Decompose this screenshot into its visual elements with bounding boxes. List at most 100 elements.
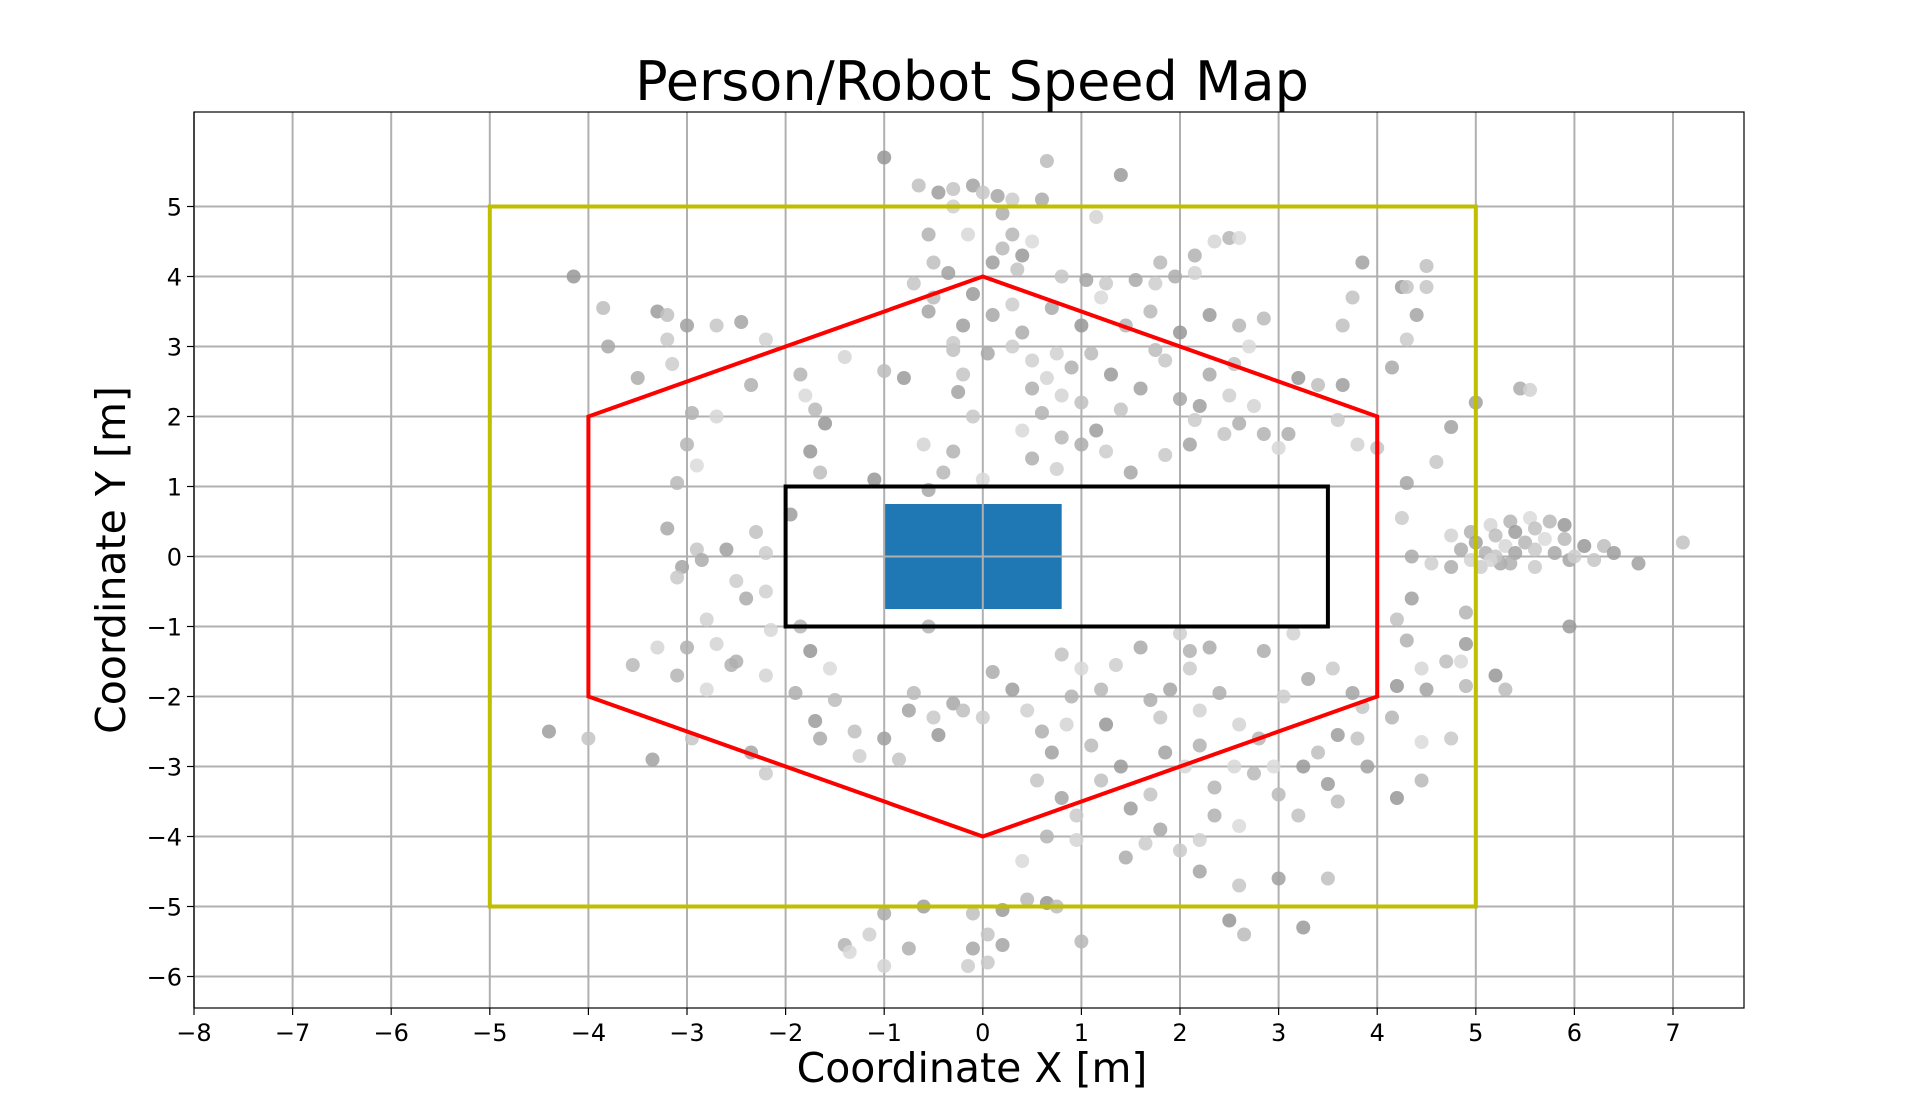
x-tick-label: −6 bbox=[374, 1019, 409, 1047]
data-point bbox=[1025, 234, 1040, 249]
data-point bbox=[931, 185, 946, 200]
data-point bbox=[1527, 542, 1542, 557]
data-point bbox=[1414, 735, 1429, 749]
data-point bbox=[1163, 682, 1178, 697]
data-point bbox=[601, 339, 616, 354]
data-point bbox=[1498, 682, 1513, 697]
data-point bbox=[906, 686, 921, 700]
data-point bbox=[1508, 546, 1523, 560]
data-point bbox=[1148, 343, 1163, 357]
data-point bbox=[1113, 168, 1128, 182]
data-point bbox=[926, 710, 941, 725]
data-point bbox=[867, 472, 882, 487]
x-tick-label: 6 bbox=[1567, 1019, 1582, 1047]
data-point bbox=[758, 546, 773, 560]
data-point bbox=[1182, 661, 1197, 676]
data-point bbox=[985, 308, 1000, 322]
data-point bbox=[1631, 556, 1646, 571]
data-point bbox=[1296, 759, 1311, 774]
data-points bbox=[541, 150, 1690, 973]
data-point bbox=[1458, 679, 1473, 693]
x-tick-label: 1 bbox=[1074, 1019, 1089, 1047]
data-point bbox=[1020, 892, 1035, 907]
y-tick-label: 1 bbox=[167, 474, 182, 502]
data-point bbox=[936, 465, 951, 480]
data-point bbox=[699, 612, 714, 627]
data-point bbox=[1099, 444, 1114, 459]
data-point bbox=[1271, 787, 1286, 802]
data-point bbox=[1458, 637, 1473, 651]
y-tick-label: −4 bbox=[147, 824, 182, 852]
data-point bbox=[1256, 311, 1271, 326]
data-point bbox=[1527, 521, 1542, 536]
data-point bbox=[660, 332, 675, 347]
data-point bbox=[1301, 672, 1316, 686]
data-point bbox=[758, 766, 773, 781]
data-point bbox=[1005, 297, 1020, 312]
y-axis-label: Coordinate Y [m] bbox=[87, 386, 135, 734]
data-point bbox=[1232, 717, 1247, 732]
data-point bbox=[813, 465, 828, 480]
data-point bbox=[1074, 661, 1089, 676]
data-point bbox=[877, 906, 892, 921]
data-point bbox=[1039, 154, 1054, 168]
plot-frame bbox=[193, 111, 1745, 1009]
data-point bbox=[1153, 822, 1168, 837]
data-point bbox=[1069, 808, 1084, 823]
data-point bbox=[729, 654, 744, 669]
data-point bbox=[596, 301, 611, 315]
data-point bbox=[1409, 308, 1424, 322]
data-point bbox=[946, 336, 961, 350]
data-point bbox=[1054, 647, 1069, 662]
data-point bbox=[1015, 423, 1030, 438]
data-point bbox=[1488, 668, 1503, 683]
data-point bbox=[1384, 360, 1399, 375]
data-point bbox=[1355, 255, 1370, 270]
data-point bbox=[645, 752, 660, 767]
data-point bbox=[709, 318, 724, 333]
data-point bbox=[1148, 276, 1163, 291]
data-point bbox=[1094, 290, 1109, 305]
data-point bbox=[837, 350, 852, 364]
robot-box bbox=[783, 484, 1330, 629]
data-point bbox=[1025, 353, 1040, 368]
data-point bbox=[1429, 455, 1444, 469]
data-point bbox=[1399, 476, 1414, 490]
data-point bbox=[798, 388, 813, 403]
data-point bbox=[1587, 553, 1602, 567]
data-point bbox=[990, 189, 1005, 203]
data-point bbox=[1143, 304, 1158, 319]
data-point bbox=[931, 728, 946, 742]
data-point bbox=[1005, 192, 1020, 207]
data-point bbox=[1074, 395, 1089, 410]
data-point bbox=[1217, 427, 1232, 441]
data-point bbox=[1173, 626, 1188, 641]
data-point bbox=[891, 752, 906, 767]
data-point bbox=[901, 941, 916, 956]
data-point bbox=[1025, 381, 1040, 396]
data-point bbox=[985, 665, 1000, 679]
data-point bbox=[995, 241, 1010, 256]
data-point bbox=[1276, 689, 1291, 704]
data-point bbox=[1192, 738, 1207, 753]
data-point bbox=[1173, 843, 1188, 858]
data-point bbox=[1020, 703, 1035, 718]
data-point bbox=[1232, 878, 1247, 893]
data-point bbox=[1207, 234, 1222, 249]
data-point bbox=[1182, 644, 1197, 658]
data-point bbox=[975, 185, 990, 200]
x-tick-label: 2 bbox=[1172, 1019, 1187, 1047]
y-tick-label: 0 bbox=[167, 544, 182, 572]
data-point bbox=[1523, 382, 1538, 397]
data-point bbox=[1005, 682, 1020, 697]
data-point bbox=[822, 661, 837, 676]
data-point bbox=[1113, 759, 1128, 774]
data-point bbox=[670, 668, 685, 683]
data-point bbox=[1187, 413, 1202, 427]
data-point bbox=[1044, 301, 1059, 315]
data-point bbox=[1074, 318, 1089, 333]
data-point bbox=[941, 266, 956, 280]
data-point bbox=[1108, 658, 1123, 672]
data-point bbox=[1311, 378, 1326, 392]
data-point bbox=[1483, 518, 1498, 532]
